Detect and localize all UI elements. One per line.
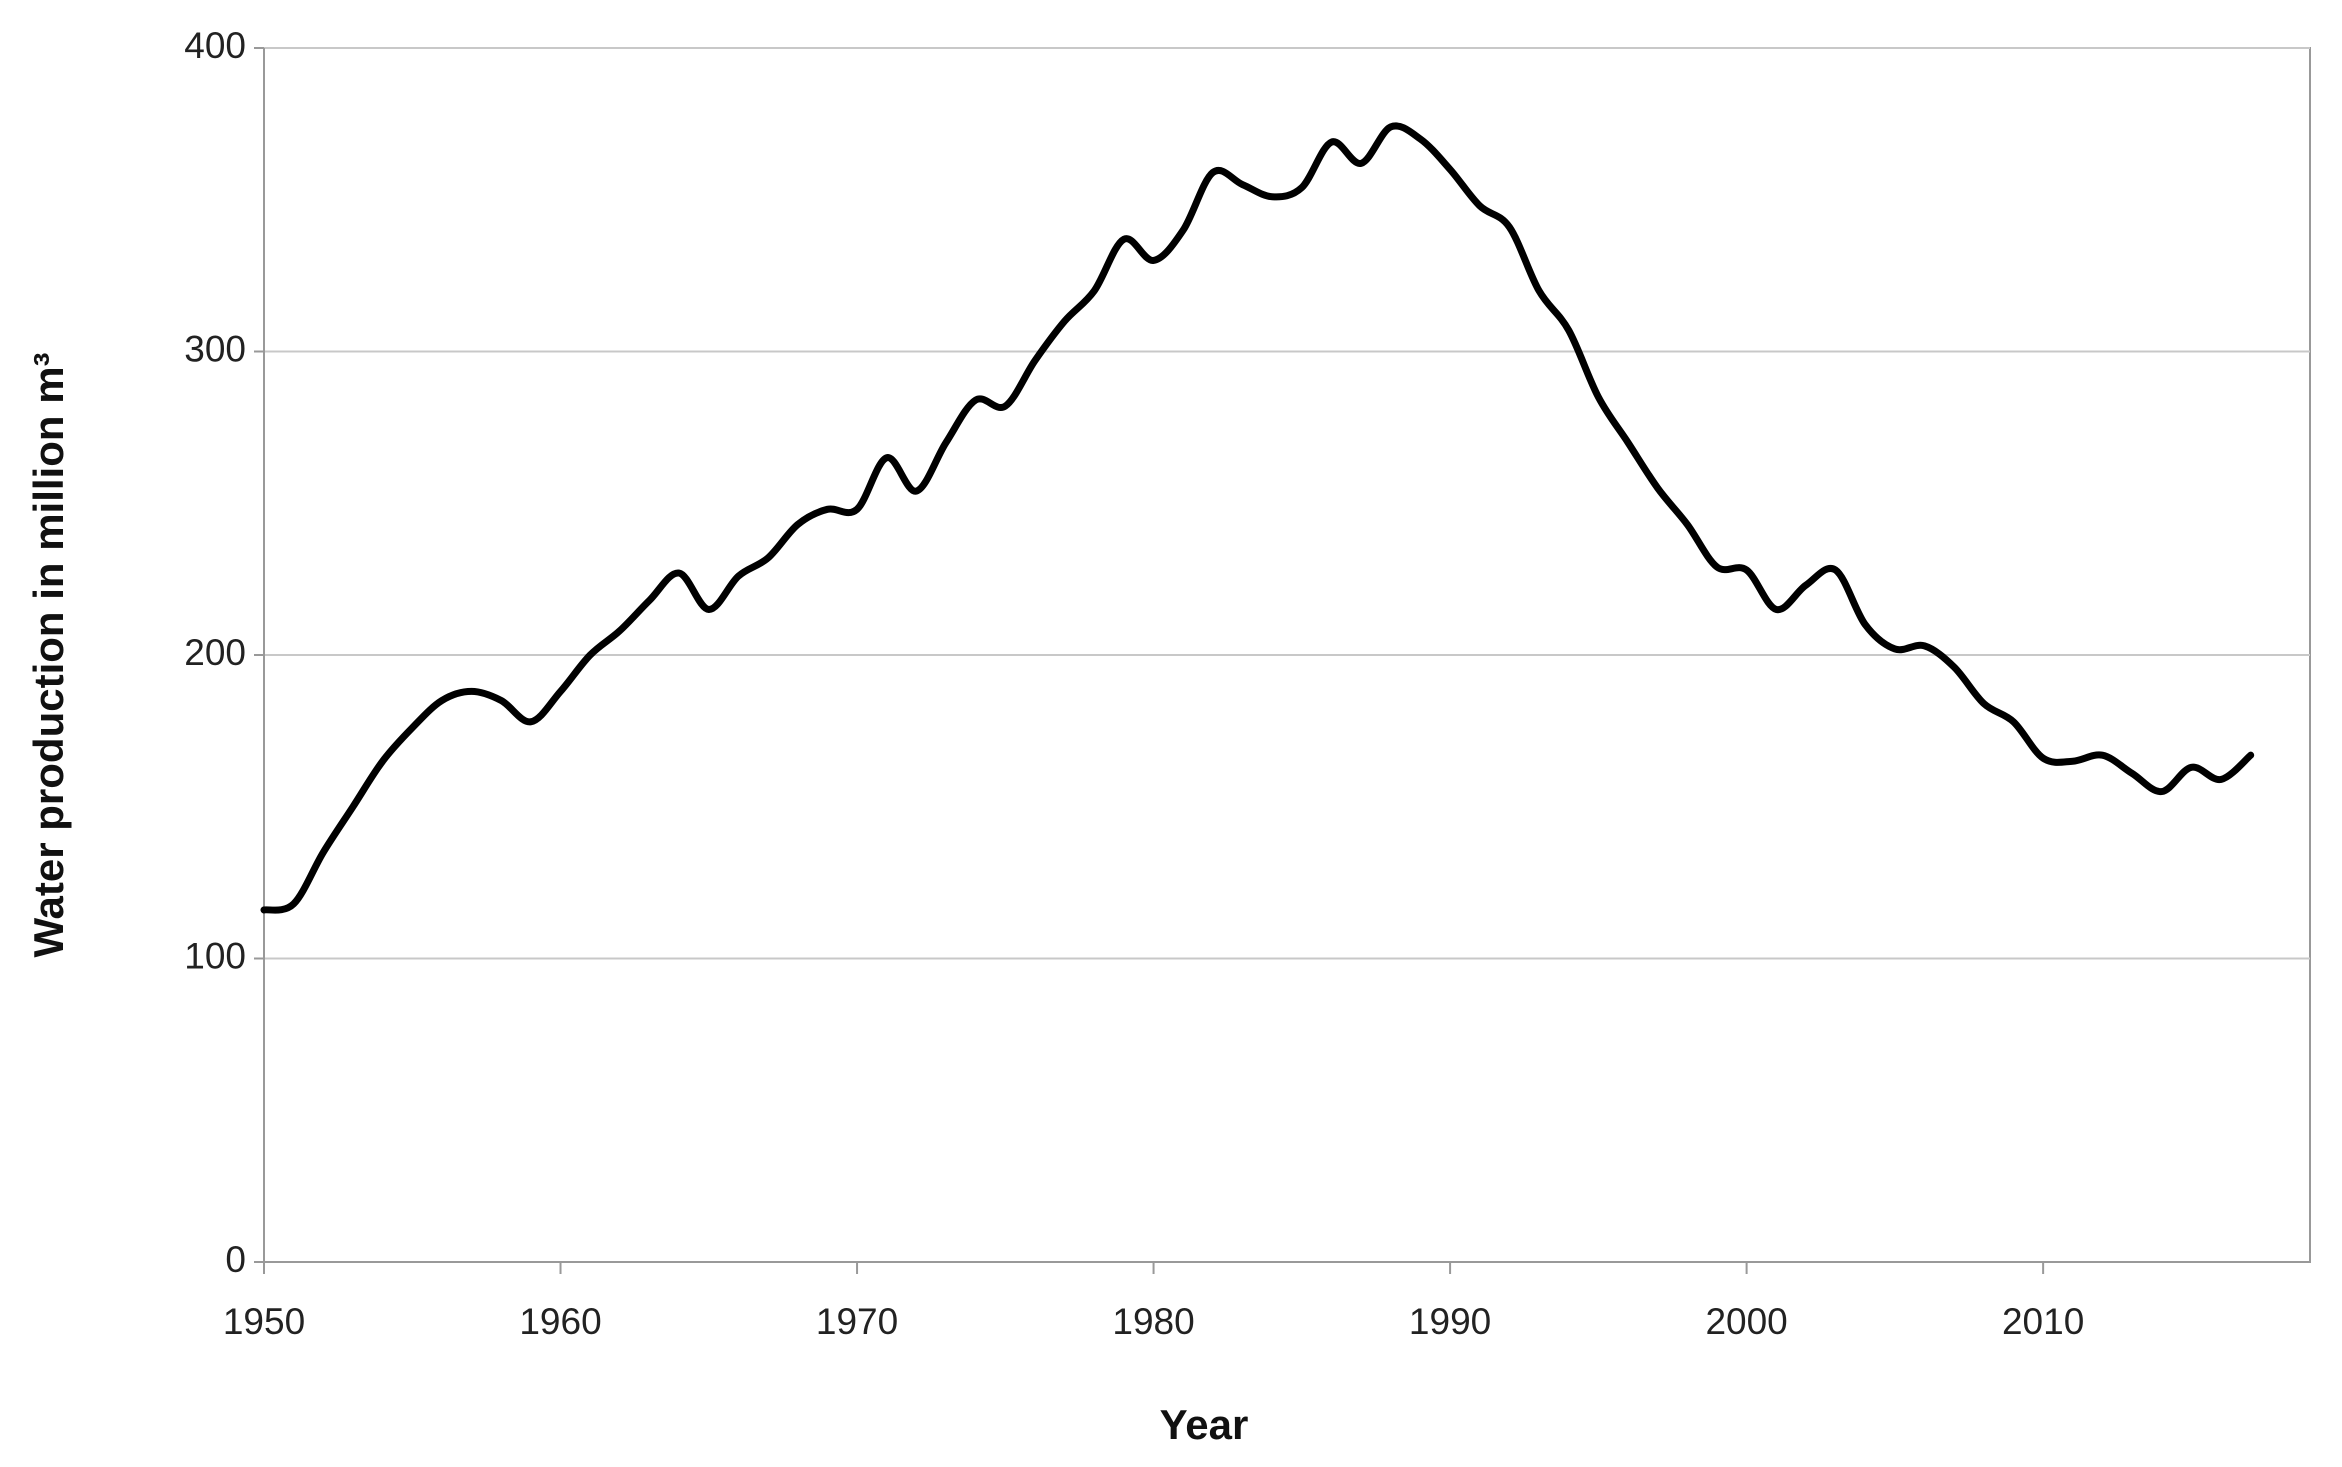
x-tick-label: 1970 — [816, 1301, 898, 1342]
y-tick-label: 0 — [225, 1239, 246, 1280]
x-tick-label: 1990 — [1409, 1301, 1491, 1342]
x-tick-label: 2010 — [2002, 1301, 2084, 1342]
data-line — [260, 122, 2255, 914]
x-axis-title: Year — [1160, 1401, 1249, 1448]
x-tick-label: 1960 — [519, 1301, 601, 1342]
x-tick-label: 1980 — [1112, 1301, 1194, 1342]
x-tick-label: 1950 — [223, 1301, 305, 1342]
y-tick-label: 200 — [184, 632, 246, 673]
y-tick-label: 400 — [184, 25, 246, 66]
y-tick-label: 100 — [184, 935, 246, 976]
x-tick-label: 2000 — [1705, 1301, 1787, 1342]
y-tick-label: 300 — [184, 328, 246, 369]
y-axis-title: Water production in million m³ — [25, 352, 72, 957]
